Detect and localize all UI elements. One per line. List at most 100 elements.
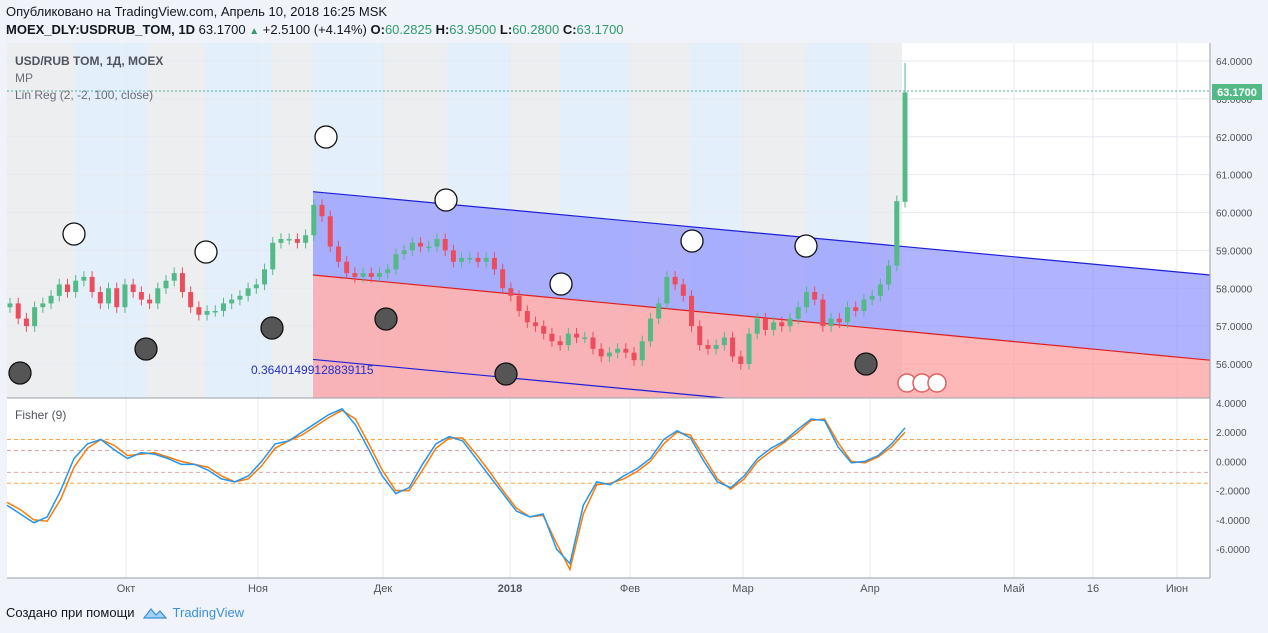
candle-body[interactable]	[188, 292, 194, 308]
candles[interactable]	[7, 62, 908, 370]
candle-body[interactable]	[245, 288, 251, 296]
candle-body[interactable]	[475, 257, 481, 262]
candle-body[interactable]	[664, 276, 670, 304]
candle-body[interactable]	[97, 292, 103, 304]
candle-body[interactable]	[689, 295, 695, 327]
candle-body[interactable]	[171, 273, 177, 281]
candle-body[interactable]	[73, 280, 79, 293]
candle-body[interactable]	[376, 273, 382, 277]
candle-body[interactable]	[869, 295, 875, 300]
candle-body[interactable]	[647, 318, 653, 342]
candle-body[interactable]	[56, 284, 62, 296]
candle-body[interactable]	[278, 239, 284, 243]
event-flags[interactable]	[897, 373, 947, 393]
candle-body[interactable]	[368, 273, 374, 277]
candle-body[interactable]	[286, 239, 292, 241]
candle-body[interactable]	[820, 299, 826, 327]
candle-body[interactable]	[262, 269, 268, 285]
candle-body[interactable]	[730, 337, 736, 357]
candle-body[interactable]	[220, 303, 226, 311]
candle-body[interactable]	[845, 307, 851, 323]
candle-body[interactable]	[442, 239, 448, 251]
candle-body[interactable]	[163, 280, 169, 289]
candle-body[interactable]	[754, 318, 760, 334]
candle-body[interactable]	[779, 322, 785, 327]
candle-body[interactable]	[836, 318, 842, 323]
candle-body[interactable]	[623, 348, 629, 353]
candle-body[interactable]	[606, 352, 612, 357]
tradingview-link[interactable]: TradingView	[142, 605, 244, 620]
candle-body[interactable]	[713, 345, 719, 349]
candle-body[interactable]	[524, 310, 530, 323]
candle-body[interactable]	[138, 292, 144, 300]
candle-body[interactable]	[253, 284, 259, 289]
candle-body[interactable]	[81, 276, 87, 281]
candle-body[interactable]	[130, 284, 136, 293]
candle-body[interactable]	[746, 333, 752, 364]
candle-body[interactable]	[803, 292, 809, 308]
candle-body[interactable]	[491, 257, 497, 270]
candle-body[interactable]	[697, 326, 703, 346]
candle-body[interactable]	[771, 322, 777, 330]
candle-body[interactable]	[672, 276, 678, 285]
candle-body[interactable]	[114, 288, 120, 308]
candle-body[interactable]	[23, 318, 29, 327]
candle-body[interactable]	[582, 337, 588, 339]
candle-body[interactable]	[902, 92, 908, 202]
candle-body[interactable]	[812, 292, 818, 300]
candle-body[interactable]	[344, 261, 350, 274]
candle-body[interactable]	[877, 284, 883, 296]
candle-body[interactable]	[270, 242, 276, 270]
candle-body[interactable]	[212, 310, 218, 313]
candle-body[interactable]	[508, 288, 514, 296]
candle-body[interactable]	[7, 303, 13, 308]
candle-body[interactable]	[787, 318, 793, 327]
candle-body[interactable]	[89, 276, 95, 293]
candle-body[interactable]	[106, 288, 112, 304]
candle-body[interactable]	[680, 284, 686, 296]
candle-body[interactable]	[705, 345, 711, 349]
candle-body[interactable]	[179, 273, 185, 293]
candle-body[interactable]	[409, 242, 415, 251]
candle-body[interactable]	[459, 257, 465, 262]
candle-body[interactable]	[565, 333, 571, 346]
candle-body[interactable]	[122, 284, 128, 308]
candle-body[interactable]	[598, 348, 604, 357]
candle-body[interactable]	[615, 348, 621, 353]
candle-body[interactable]	[15, 303, 21, 319]
candle-body[interactable]	[327, 216, 333, 247]
candle-body[interactable]	[352, 273, 358, 277]
candle-body[interactable]	[500, 269, 506, 289]
candle-body[interactable]	[590, 337, 596, 349]
candle-body[interactable]	[294, 239, 300, 243]
candle-body[interactable]	[516, 295, 522, 311]
candle-body[interactable]	[483, 257, 489, 262]
candle-body[interactable]	[229, 299, 235, 304]
candle-body[interactable]	[237, 295, 243, 300]
candle-body[interactable]	[434, 239, 440, 247]
candle-body[interactable]	[319, 204, 325, 217]
candle-body[interactable]	[196, 307, 202, 315]
candle-body[interactable]	[401, 250, 407, 255]
candle-body[interactable]	[738, 356, 744, 364]
candle-body[interactable]	[467, 257, 473, 260]
candle-body[interactable]	[64, 284, 70, 293]
candle-body[interactable]	[40, 303, 46, 308]
candle-body[interactable]	[828, 318, 834, 327]
candle-body[interactable]	[549, 333, 555, 342]
candle-body[interactable]	[155, 288, 161, 304]
candle-body[interactable]	[393, 254, 399, 270]
candle-body[interactable]	[639, 341, 645, 361]
candle-body[interactable]	[574, 333, 580, 338]
candle-body[interactable]	[656, 303, 662, 319]
candle-body[interactable]	[418, 242, 424, 247]
candle-body[interactable]	[894, 201, 900, 266]
candle-body[interactable]	[204, 310, 210, 315]
candle-body[interactable]	[303, 235, 309, 243]
candle-body[interactable]	[147, 299, 153, 304]
candle-body[interactable]	[385, 269, 391, 274]
candle-body[interactable]	[762, 318, 768, 330]
candle-body[interactable]	[861, 299, 867, 311]
candle-body[interactable]	[335, 246, 341, 262]
